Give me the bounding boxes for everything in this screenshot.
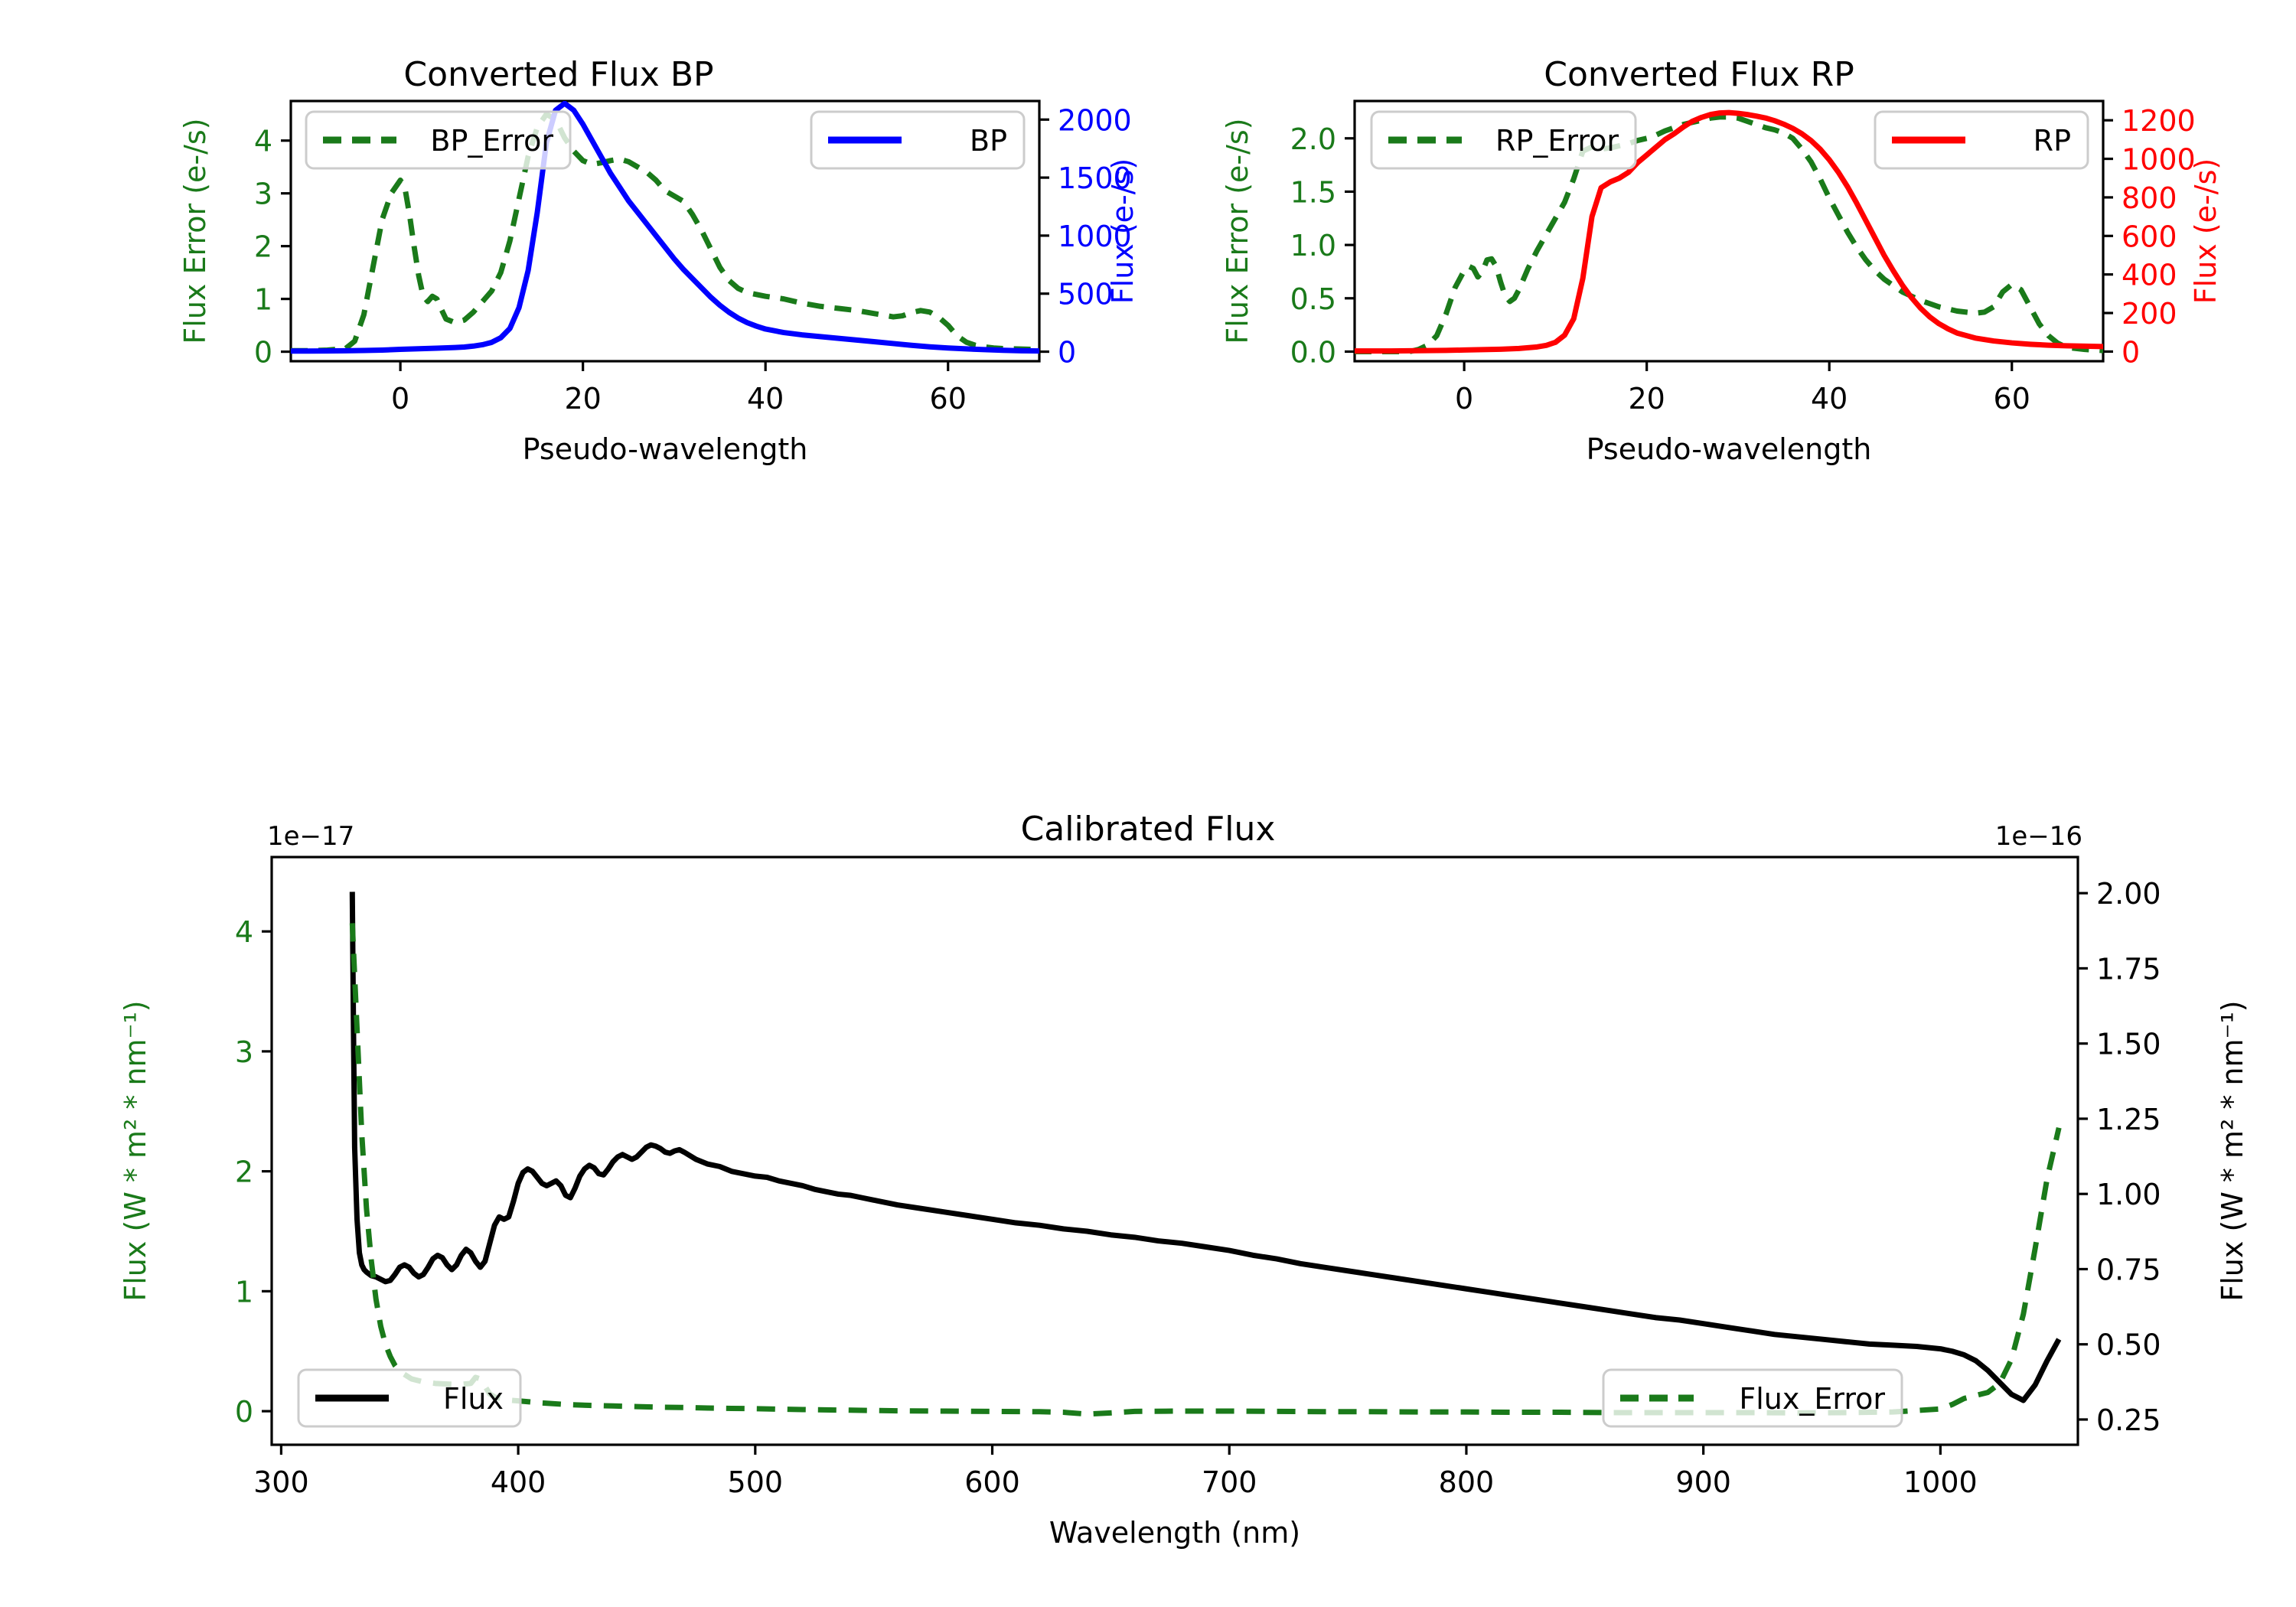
y-right-tick-label: 600 xyxy=(2122,220,2177,253)
y-left-axis-label: Flux Error (e-/s) xyxy=(1221,118,1254,344)
x-tick-label: 1000 xyxy=(1903,1465,1978,1499)
y-right-tick-label: 500 xyxy=(1058,278,1114,311)
chart-title-calibrated: Calibrated Flux xyxy=(1021,810,1276,849)
chart-title-rp: Converted Flux RP xyxy=(1544,55,1854,94)
y-right-axis-label: Flux (e-/s) xyxy=(2189,158,2223,304)
legend-box xyxy=(305,110,572,170)
y-right-axis-label: Flux (W * m² * nm⁻¹) xyxy=(2216,1000,2249,1301)
panel-converted-flux-bp: Converted Flux BP 0 20 40 60 0 1 2 3 4 0 500 1000 15… xyxy=(0,46,1148,466)
y-left-offset-exponent: 1e−17 xyxy=(267,821,354,852)
x-tick-label: 60 xyxy=(1994,382,2030,416)
chart-calibrated-flux: Calibrated Flux 300 400 500 600 700 800 900 100… xyxy=(119,810,2249,1550)
panel-calibrated-flux: Calibrated Flux 300 400 500 600 700 800 900 100… xyxy=(0,804,2296,1607)
y-left-tick-label: 2.0 xyxy=(1290,122,1336,156)
legend-box xyxy=(810,110,1026,170)
y-left-tick-label: 4 xyxy=(254,125,272,158)
series-group xyxy=(349,892,2062,1417)
x-tick-label: 20 xyxy=(1628,382,1665,416)
series-group xyxy=(1355,109,2103,354)
x-tick-label: 60 xyxy=(930,382,967,416)
series-line-flux xyxy=(349,892,2062,1403)
x-axis-label: Pseudo-wavelength xyxy=(1587,432,1872,466)
y-left-tick-label: 0 xyxy=(254,336,272,370)
y-right-tick-label: 1200 xyxy=(2122,104,2196,138)
chart-converted-flux-rp: Converted Flux RP 0 20 40 60 0.0 0.5 1.0 1.5 2.0… xyxy=(1221,55,2223,466)
y-right-axis-label: Flux (e-/s) xyxy=(1106,158,1140,304)
series-line-bp-error xyxy=(291,111,1039,354)
y-right-tick-label: 1000 xyxy=(1058,220,1132,253)
series-line-bp xyxy=(291,101,1039,354)
y-right-tick-label: 200 xyxy=(2122,297,2177,331)
chart-converted-flux-bp: Converted Flux BP 0 20 40 60012340500100015… xyxy=(178,55,1140,466)
x-axis-label: Wavelength (nm) xyxy=(1049,1516,1300,1550)
x-tick-label: 400 xyxy=(491,1465,546,1499)
y-right-offset-exponent: 1e−16 xyxy=(1995,821,2082,852)
legend-label-flux-error: Flux_Error xyxy=(1739,1382,1885,1416)
y-left-tick-label: 2 xyxy=(235,1156,253,1189)
y-left-tick-label: 1.5 xyxy=(1290,175,1336,209)
y-right-tick-label: 1.75 xyxy=(2096,952,2161,986)
legend-label-rp-error: RP_Error xyxy=(1495,124,1619,158)
series-line-rp-error xyxy=(1355,114,2103,354)
y-right-tick-label: 1.00 xyxy=(2096,1178,2161,1211)
x-axis-label: Pseudo-wavelength xyxy=(523,432,808,466)
y-right-tick-label: 2000 xyxy=(1058,103,1132,137)
x-tick-label: 300 xyxy=(253,1465,309,1499)
y-left-tick-label: 3 xyxy=(235,1035,253,1069)
legend-box xyxy=(1370,110,1637,170)
y-right-tick-label: 1500 xyxy=(1058,161,1132,195)
y-right-tick-label: 0.25 xyxy=(2096,1403,2161,1437)
axes-frame xyxy=(289,99,1041,363)
y-right-tick-label: 2.00 xyxy=(2096,877,2161,911)
y-left-tick-label: 3 xyxy=(254,178,272,211)
legend-label-rp: RP xyxy=(2033,124,2071,158)
y-left-tick-label: 1 xyxy=(254,283,272,317)
x-tick-label: 0 xyxy=(391,382,409,416)
y-left-tick-label: 0.0 xyxy=(1290,335,1336,369)
x-tick-label: 40 xyxy=(1811,382,1848,416)
x-tick-label: 700 xyxy=(1202,1465,1257,1499)
legend-label-flux: Flux xyxy=(443,1382,504,1416)
y-right-tick-label: 1000 xyxy=(2122,143,2196,177)
x-tick-label: 40 xyxy=(747,382,784,416)
x-tick-label: 900 xyxy=(1675,1465,1731,1499)
legend-label-bp-error: BP_Error xyxy=(430,124,553,158)
series-line-rp xyxy=(1355,109,2103,354)
y-right-tick-label: 400 xyxy=(2122,259,2177,292)
y-right-tick-label: 0 xyxy=(2122,335,2140,369)
y-right-tick-label: 0.75 xyxy=(2096,1253,2161,1286)
x-tick-label: 600 xyxy=(964,1465,1020,1499)
y-right-tick-label: 800 xyxy=(2122,181,2177,215)
axes-frame xyxy=(270,856,2079,1446)
x-tick-label: 20 xyxy=(564,382,601,416)
legend-box xyxy=(297,1368,522,1428)
x-tick-label: 800 xyxy=(1439,1465,1495,1499)
y-left-tick-label: 0.5 xyxy=(1290,282,1336,316)
y-right-tick-label: 0 xyxy=(1058,336,1076,370)
y-right-tick-label: 0.50 xyxy=(2096,1328,2161,1362)
y-right-tick-label: 1.25 xyxy=(2096,1103,2161,1136)
legend-box xyxy=(1602,1368,1903,1428)
y-left-tick-label: 1 xyxy=(235,1275,253,1309)
y-left-axis-label: Flux (W * m² * nm⁻¹) xyxy=(119,1000,152,1301)
y-left-tick-label: 4 xyxy=(235,915,253,949)
y-left-tick-label: 0 xyxy=(235,1395,253,1429)
legend-box xyxy=(1874,110,2089,170)
series-group xyxy=(291,101,1039,354)
x-tick-label: 0 xyxy=(1455,382,1473,416)
y-left-axis-label: Flux Error (e-/s) xyxy=(178,118,212,344)
axes-frame xyxy=(1353,99,2105,363)
legend-label-bp: BP xyxy=(970,124,1007,158)
y-left-tick-label: 2 xyxy=(254,230,272,264)
y-right-tick-label: 1.50 xyxy=(2096,1028,2161,1061)
x-tick-label: 500 xyxy=(728,1465,784,1499)
chart-title-bp: Converted Flux BP xyxy=(403,55,713,94)
y-left-tick-label: 1.0 xyxy=(1290,229,1336,262)
panel-converted-flux-rp: Converted Flux RP 0 20 40 60 0.0 0.5 1.0 1.5 2.0… xyxy=(1148,46,2296,466)
